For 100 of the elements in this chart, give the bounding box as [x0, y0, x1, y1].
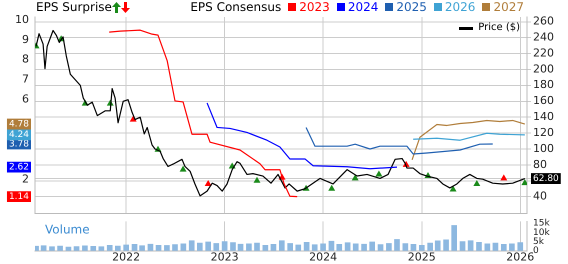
bar: [361, 244, 367, 251]
point: [328, 184, 336, 191]
bar: [156, 244, 162, 251]
bar: [287, 243, 293, 251]
point: [521, 179, 527, 186]
bar: [304, 242, 310, 251]
y-tick-label: 4.24: [8, 130, 30, 140]
bar: [123, 244, 129, 251]
legend-label: 2026: [444, 0, 476, 14]
bar: [222, 241, 228, 251]
legend-label: Price ($): [478, 22, 520, 33]
y-tick-label: 9: [22, 32, 29, 46]
x-tick-label: 2024: [309, 250, 338, 264]
bar: [188, 240, 195, 251]
bar: [196, 242, 203, 251]
point: [450, 186, 457, 192]
x-tick-label: 2023: [210, 250, 239, 264]
y2-tick-label: 62.80: [533, 174, 560, 184]
bar: [443, 239, 449, 251]
y2-tick-label: 160: [533, 94, 554, 108]
y2-tick-label: 260: [533, 14, 554, 28]
bar: [320, 243, 326, 251]
chart-title: EPS Surprise: [36, 0, 112, 14]
bar: [74, 246, 80, 251]
y-tick-label: 10: [15, 12, 29, 26]
bar: [66, 246, 72, 251]
point: [180, 166, 187, 172]
point: [375, 170, 382, 176]
x-tick-label: 2026: [506, 250, 534, 264]
y2-tick-label: 15k: [533, 218, 550, 229]
bar: [164, 245, 170, 251]
bar: [386, 243, 392, 251]
bar: [476, 242, 482, 251]
bar: [492, 242, 498, 251]
annotation: Volume: [45, 222, 90, 237]
bar: [246, 243, 252, 251]
bar: [369, 242, 375, 251]
bar: [82, 246, 88, 251]
bar: [213, 243, 220, 251]
y-tick-label: 2: [22, 172, 29, 186]
bar: [90, 246, 96, 251]
legend-label: 2023: [299, 0, 330, 14]
bar: [114, 246, 121, 251]
y2-tick-label: 40: [533, 190, 547, 203]
bar: [427, 242, 433, 251]
x-tick-label: 2025: [408, 250, 436, 264]
bar: [254, 242, 260, 251]
point: [204, 180, 212, 186]
bar: [295, 244, 302, 251]
bar: [434, 240, 441, 251]
legend-label: 2024: [348, 0, 378, 14]
y2-tick-label: 240: [533, 30, 554, 44]
point: [254, 176, 260, 183]
bar: [509, 243, 515, 251]
bar: [49, 246, 55, 251]
y-tick-label: 3.78: [8, 139, 30, 150]
bar: [328, 240, 334, 251]
bar: [468, 240, 474, 251]
bar: [344, 242, 350, 251]
bar: [312, 244, 318, 251]
bar: [402, 243, 408, 251]
bar: [418, 244, 425, 251]
y2-tick-label: 220: [533, 46, 554, 60]
bar: [148, 244, 154, 251]
point: [500, 174, 508, 180]
y-tick-label: 1.14: [8, 192, 30, 202]
x-tick-label: 2022: [112, 250, 140, 264]
bar: [410, 244, 416, 251]
y2-tick-label: 0: [533, 246, 539, 256]
legend-label: 2027: [493, 0, 524, 14]
bar: [106, 244, 113, 251]
bar: [484, 243, 490, 251]
bar: [262, 244, 268, 251]
bar: [205, 242, 211, 251]
legend-label: 2025: [396, 0, 427, 14]
y2-tick-label: 120: [533, 126, 554, 139]
legend-title: EPS Consensus: [190, 0, 282, 14]
point: [473, 180, 480, 186]
bar: [270, 244, 276, 251]
bar: [180, 243, 186, 251]
bar: [57, 246, 63, 251]
point: [352, 174, 359, 180]
bar: [132, 244, 138, 251]
y-tick-label: 2.62: [8, 162, 29, 172]
bar: [500, 244, 507, 251]
y-tick-label: 8: [22, 52, 29, 66]
y2-tick-label: 5k: [533, 236, 545, 247]
y2-tick-label: 200: [533, 62, 554, 76]
bar: [394, 239, 400, 251]
y-tick-label: 7: [22, 72, 29, 86]
y2-tick-label: 10k: [533, 228, 550, 238]
bar: [172, 244, 178, 251]
y-tick-label: 6: [22, 92, 29, 106]
bar: [460, 241, 466, 251]
bar: [336, 244, 342, 251]
bar: [451, 225, 457, 251]
bar: [378, 244, 384, 251]
bar: [352, 243, 359, 251]
bar: [278, 240, 285, 251]
bar: [517, 242, 524, 251]
